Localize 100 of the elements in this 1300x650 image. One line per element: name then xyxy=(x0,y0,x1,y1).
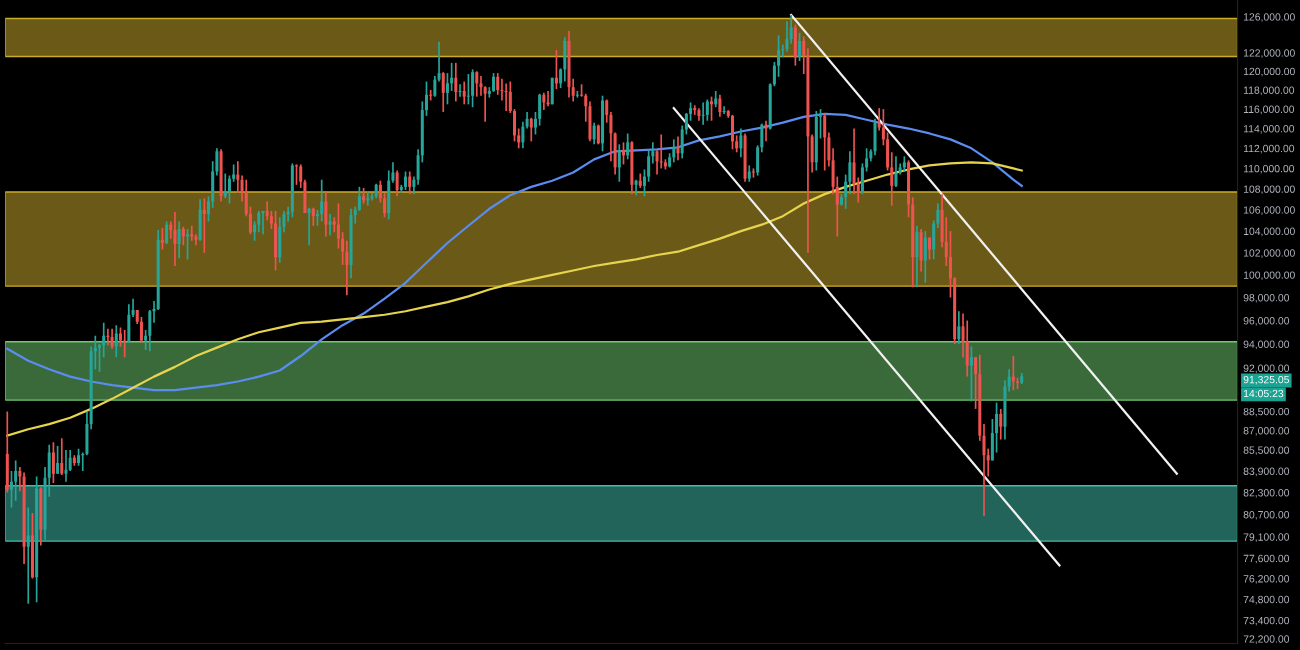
y-tick-label: 114,000.00 xyxy=(1243,125,1295,134)
candlestick xyxy=(680,124,684,160)
candlestick xyxy=(504,82,508,112)
candlestick xyxy=(98,343,102,373)
candlestick xyxy=(433,75,437,98)
candlestick xyxy=(881,108,885,147)
y-tick-label: 112,000.00 xyxy=(1243,144,1295,154)
candlestick xyxy=(307,206,311,246)
candlestick xyxy=(529,116,533,143)
candlestick xyxy=(139,316,143,344)
candlestick xyxy=(320,178,324,223)
candlestick xyxy=(169,220,173,240)
candlestick xyxy=(647,149,651,183)
candlestick xyxy=(517,127,521,150)
candlestick xyxy=(408,170,412,195)
text: 14:05:23 xyxy=(1243,389,1284,398)
y-tick-label: 87,000.00 xyxy=(1243,427,1290,436)
candlestick xyxy=(521,120,525,150)
y-tick-label: 106,000.00 xyxy=(1243,206,1295,215)
candlestick xyxy=(223,172,227,200)
candlestick xyxy=(404,170,408,191)
candlestick xyxy=(395,169,399,198)
candlestick xyxy=(454,62,458,103)
candlestick xyxy=(621,141,625,166)
candlestick xyxy=(894,155,898,188)
y-tick-label: 85,500.00 xyxy=(1243,446,1290,456)
y-tick-label: 116,000.00 xyxy=(1243,105,1295,115)
y-tick-label: 77,600.00 xyxy=(1243,554,1290,564)
candlestick xyxy=(248,205,252,236)
candlestick xyxy=(26,506,30,605)
candlestick xyxy=(785,20,789,53)
candlestick xyxy=(181,225,185,246)
y-tick-label: 73,400.00 xyxy=(1243,616,1290,626)
candlestick xyxy=(64,449,68,483)
candlestick xyxy=(336,202,340,250)
candlestick xyxy=(311,206,315,227)
candlestick xyxy=(315,208,319,227)
candlestick xyxy=(253,220,257,242)
candlestick xyxy=(500,77,504,102)
candlestick xyxy=(609,111,613,163)
candlestick xyxy=(764,119,768,143)
candlestick xyxy=(777,34,781,78)
candlestick xyxy=(9,470,13,509)
y-tick-label: 80,700.00 xyxy=(1243,511,1290,520)
candlestick xyxy=(823,113,827,172)
y-tick-label: 82,300.00 xyxy=(1243,489,1290,498)
candlestick xyxy=(617,143,621,183)
candlestick xyxy=(483,85,487,123)
line-series xyxy=(6,161,1023,437)
candlestick xyxy=(466,73,470,106)
candlestick xyxy=(445,72,449,106)
candlestick xyxy=(131,297,135,318)
y-tick-label: 83,900.00 xyxy=(1243,467,1290,477)
candlestick xyxy=(102,322,106,359)
candlestick xyxy=(383,192,387,219)
candlestick xyxy=(160,227,164,251)
y-tick-label: 76,200.00 xyxy=(1243,575,1290,584)
candlestick xyxy=(177,220,181,260)
y-tick-label: 94,000.00 xyxy=(1243,340,1290,350)
y-tick-label: 100,000.00 xyxy=(1243,271,1295,281)
y-tick-label: 104,000.00 xyxy=(1243,227,1295,237)
candlestick xyxy=(173,211,177,267)
candlestick xyxy=(533,111,537,136)
y-tick-label: 126,000.00 xyxy=(1243,13,1295,22)
candlestick xyxy=(927,236,932,261)
candlestick xyxy=(760,122,764,154)
candlestick xyxy=(1011,355,1015,391)
candlestick xyxy=(710,95,714,122)
candlestick xyxy=(462,80,466,106)
candlestick xyxy=(295,163,299,186)
candlestick xyxy=(227,174,231,205)
candlestick xyxy=(596,123,600,146)
y-tick-label: 92,000.00 xyxy=(1243,364,1290,374)
candlestick xyxy=(676,135,680,162)
candlestick xyxy=(366,191,370,207)
candlestick xyxy=(51,441,55,484)
candlestick xyxy=(642,168,646,198)
candlestick xyxy=(672,138,676,164)
candlestick xyxy=(739,127,743,159)
candlestick xyxy=(513,108,517,143)
candlestick xyxy=(68,449,72,472)
candlestick xyxy=(18,466,22,493)
candlestick xyxy=(693,104,697,116)
line-series xyxy=(6,112,1023,392)
candlestick xyxy=(877,107,881,132)
candlestick xyxy=(508,80,512,114)
candlestick xyxy=(995,401,999,454)
candlestick xyxy=(999,408,1003,441)
candlestick xyxy=(592,121,596,146)
candlestick xyxy=(471,68,475,109)
candlestick xyxy=(324,190,328,238)
candlestick xyxy=(458,83,462,98)
candlestick xyxy=(257,210,261,234)
candlestick xyxy=(965,319,969,378)
candlestick xyxy=(659,133,663,170)
candlestick xyxy=(689,101,693,122)
y-tick-label: 102,000.00 xyxy=(1243,249,1295,258)
y-tick-label: 98,000.00 xyxy=(1243,294,1290,303)
candlestick xyxy=(118,326,122,348)
candlestick xyxy=(492,72,496,93)
